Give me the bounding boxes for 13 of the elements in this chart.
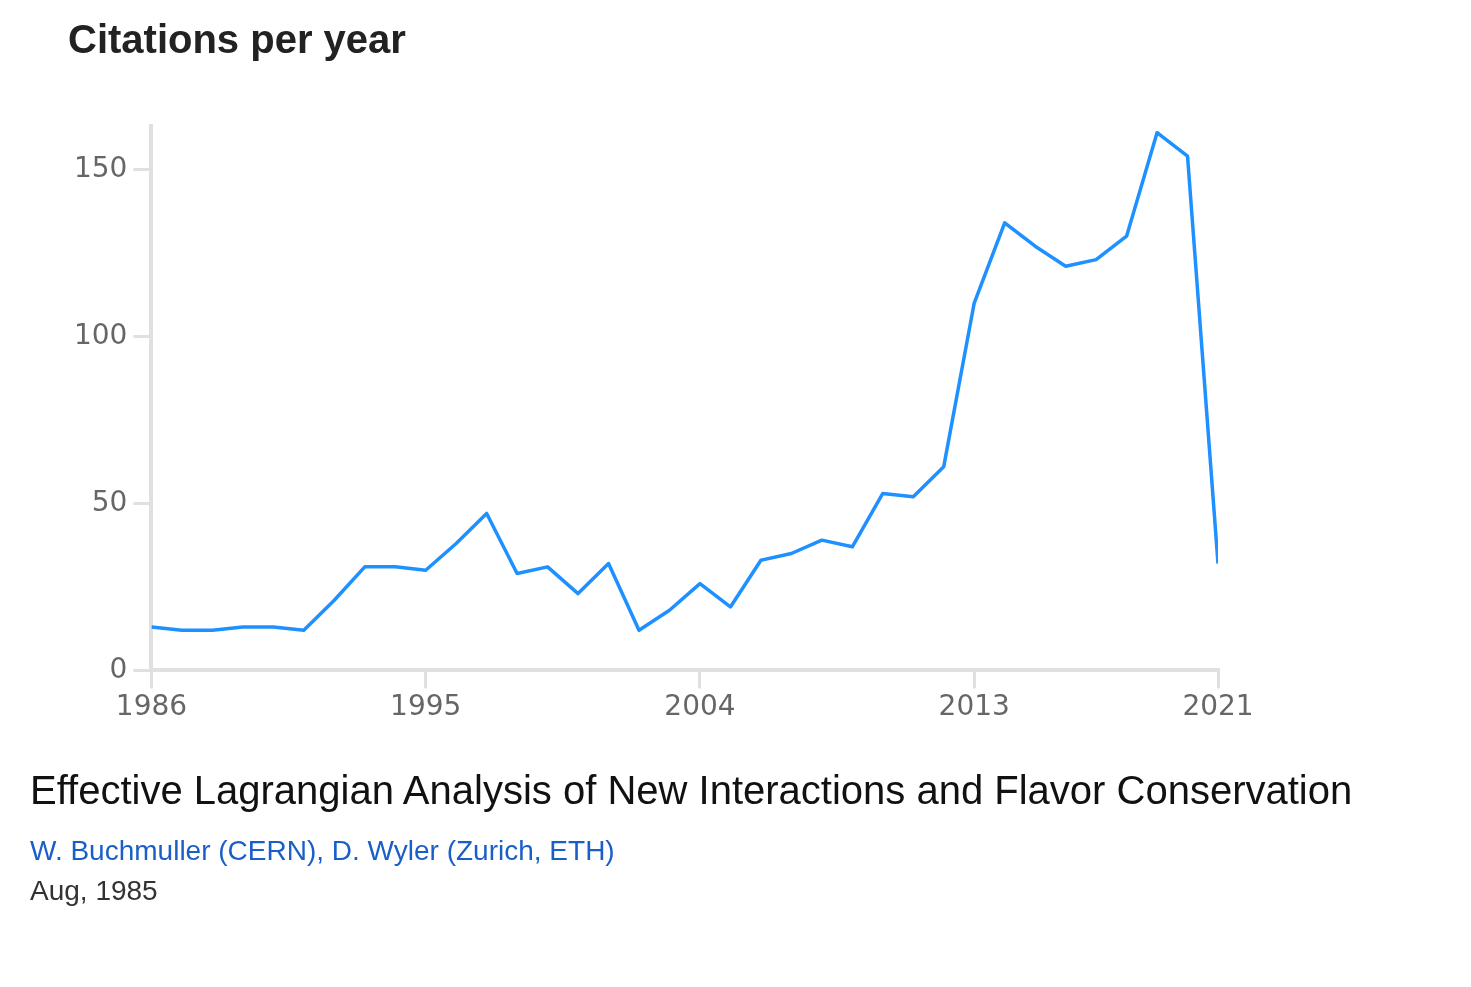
text: W. Buchmuller (CERN), D. Wyler (Zurich, ETH) bbox=[30, 835, 616, 867]
x-tick-label: 1986 bbox=[115, 689, 188, 723]
text: Aug, 1985 bbox=[30, 875, 159, 907]
y-tick-label: 0 bbox=[109, 651, 128, 685]
y-tick-label: 50 bbox=[91, 484, 128, 518]
x-tick-label: 2004 bbox=[664, 689, 736, 723]
x-tick-label: 1995 bbox=[390, 689, 462, 723]
x-tick-label: 2013 bbox=[938, 689, 1010, 723]
text: Effective Lagrangian Analysis of New Interactions and Flavor Conservation bbox=[30, 768, 1354, 813]
x-tick-label: 2021 bbox=[1182, 689, 1254, 723]
chart-title: Citations per year bbox=[68, 17, 406, 62]
y-tick-label: 100 bbox=[73, 317, 128, 351]
y-tick-label: 150 bbox=[73, 150, 128, 184]
